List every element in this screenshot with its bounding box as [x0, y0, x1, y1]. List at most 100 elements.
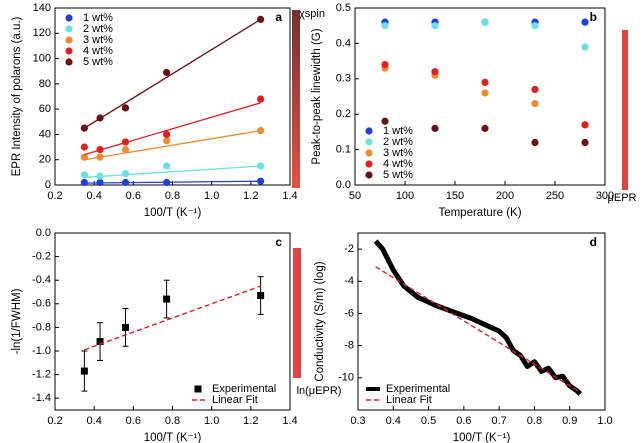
y-tick-label: 140 [33, 2, 51, 14]
y-tick-label: 0.0 [336, 179, 351, 191]
point [381, 61, 389, 69]
legend-label: Linear Fit [386, 394, 432, 406]
legend-marker [365, 171, 373, 179]
legend-marker [65, 36, 73, 44]
point [481, 18, 489, 26]
y-tick-label: 0.2 [336, 108, 351, 120]
x-tick-label: 0.8 [165, 190, 180, 202]
y-axis-label: Conductivity (S/m) (log) [314, 261, 326, 381]
y-tick-label: 20 [39, 154, 51, 166]
plot-frame [354, 7, 606, 186]
fit-line [375, 266, 581, 393]
point [121, 138, 130, 146]
point [96, 153, 104, 161]
side-strip [622, 30, 628, 190]
side-strip [292, 10, 300, 188]
y-tick-label: 0.1 [336, 144, 351, 156]
point [257, 127, 265, 135]
x-tick-label: 0.4 [386, 415, 401, 427]
fit-line [84, 18, 261, 129]
point [121, 170, 130, 178]
point [122, 323, 129, 331]
annotation: μEPR [608, 192, 637, 204]
point [481, 78, 489, 86]
legend-marker [365, 160, 373, 168]
legend-marker [365, 127, 373, 135]
legend-marker [194, 385, 202, 393]
x-tick-label: 0.8 [527, 415, 542, 427]
y-tick-label: -2 [344, 243, 354, 255]
legend-label: 4 wt% [383, 158, 413, 170]
legend-label: Experimental [212, 383, 276, 395]
y-tick-label: 0.5 [336, 2, 351, 14]
y-tick-label: 40 [39, 128, 51, 140]
point [121, 178, 130, 187]
point [431, 22, 439, 30]
legend-label: 3 wt% [83, 34, 113, 46]
x-tick-label: 300 [596, 190, 614, 202]
panel-label: b [590, 10, 597, 24]
point [581, 43, 589, 51]
x-tick-label: 1.0 [204, 190, 219, 202]
legend-label: 5 wt% [83, 56, 113, 68]
point [531, 99, 539, 108]
legend-marker [65, 14, 73, 22]
x-tick-label: 0.7 [491, 415, 506, 427]
legend-marker [65, 47, 73, 55]
legend-label: 1 wt% [83, 12, 113, 24]
point [96, 338, 104, 346]
x-tick-label: 0.6 [456, 415, 471, 427]
legend-label: 4 wt% [83, 45, 113, 57]
data-line [373, 239, 582, 396]
legend-marker [365, 149, 373, 157]
fit-line [84, 129, 261, 161]
x-tick-label: 0.4 [87, 415, 102, 427]
point [581, 18, 589, 26]
annotation: ln(μEPR) [297, 385, 342, 397]
panel-label: d [590, 235, 597, 249]
y-tick-label: 120 [33, 27, 51, 39]
y-axis-label: -ln(1/FWHM) [11, 288, 23, 354]
point [581, 138, 589, 147]
x-tick-label: 1.2 [243, 190, 258, 202]
y-tick-label: -1.4 [32, 392, 51, 404]
legend-label: Experimental [386, 383, 450, 395]
x-axis-label: 100/T (K⁻¹) [144, 432, 202, 443]
fit-line [84, 165, 261, 179]
y-tick-label: -8 [344, 340, 354, 352]
x-tick-label: 1.4 [282, 415, 297, 427]
point [96, 172, 104, 180]
fit-line [84, 285, 261, 351]
point [257, 177, 265, 185]
legend-label: Linear Fit [212, 394, 258, 406]
x-axis-label: 100/T (K⁻¹) [144, 207, 202, 219]
y-tick-label: 80 [39, 78, 51, 90]
x-axis-label: 100/T (K⁻¹) [453, 432, 511, 443]
x-tick-label: 0.6 [126, 190, 141, 202]
y-tick-label: -1.0 [32, 345, 51, 357]
legend-marker [65, 25, 73, 33]
point [96, 146, 104, 154]
point [121, 146, 130, 154]
point [163, 137, 171, 145]
point [381, 117, 389, 125]
legend-label: 1 wt% [383, 125, 413, 137]
y-tick-label: 0 [45, 179, 51, 191]
x-tick-label: 0.4 [87, 190, 102, 202]
x-axis-label: Temperature (K) [438, 207, 521, 219]
x-tick-label: 0.6 [126, 415, 141, 427]
fit-line [84, 102, 261, 156]
y-tick-label: 0.4 [336, 37, 351, 49]
x-tick-label: 0.8 [165, 415, 180, 427]
point [96, 178, 104, 187]
y-tick-label: 60 [39, 103, 51, 115]
point [257, 292, 265, 300]
y-tick-label: -0.2 [32, 251, 51, 263]
x-tick-label: 150 [446, 190, 464, 202]
side-strip [293, 248, 301, 378]
point [163, 162, 171, 170]
y-tick-label: -0.6 [32, 298, 51, 310]
x-tick-label: 1.4 [282, 190, 297, 202]
x-tick-label: 1.2 [243, 415, 258, 427]
x-tick-label: 50 [349, 190, 361, 202]
